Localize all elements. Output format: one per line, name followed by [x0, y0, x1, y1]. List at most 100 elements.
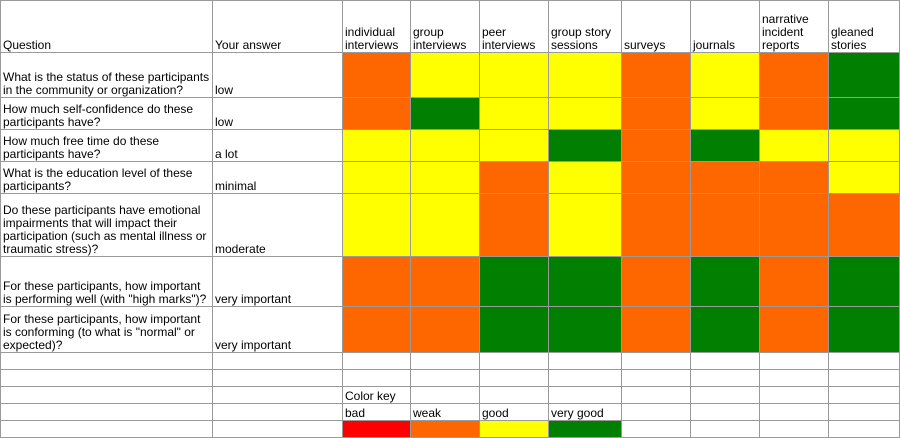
rating-cell[interactable]	[759, 161, 829, 194]
empty-cell[interactable]	[0, 352, 213, 370]
empty-cell[interactable]	[759, 386, 829, 404]
legend-label[interactable]: good	[479, 403, 549, 421]
rating-cell[interactable]	[410, 129, 480, 162]
rating-cell[interactable]	[479, 52, 549, 98]
rating-cell[interactable]	[621, 97, 691, 130]
rating-cell[interactable]	[479, 97, 549, 130]
empty-cell[interactable]	[0, 403, 213, 421]
header-method[interactable]: gleaned stories	[828, 0, 900, 53]
empty-cell[interactable]	[212, 352, 343, 370]
empty-cell[interactable]	[759, 369, 829, 387]
rating-cell[interactable]	[410, 306, 480, 353]
rating-cell[interactable]	[828, 97, 900, 130]
header-method[interactable]: group interviews	[410, 0, 480, 53]
rating-cell[interactable]	[828, 129, 900, 162]
empty-cell[interactable]	[479, 369, 549, 387]
legend-swatch[interactable]	[479, 420, 549, 438]
empty-cell[interactable]	[621, 420, 691, 438]
rating-cell[interactable]	[548, 52, 622, 98]
rating-cell[interactable]	[548, 256, 622, 307]
empty-cell[interactable]	[690, 420, 760, 438]
rating-cell[interactable]	[548, 306, 622, 353]
rating-cell[interactable]	[759, 193, 829, 257]
header-question[interactable]: Question	[0, 0, 213, 53]
empty-cell[interactable]	[0, 420, 213, 438]
rating-cell[interactable]	[621, 52, 691, 98]
rating-cell[interactable]	[479, 306, 549, 353]
rating-cell[interactable]	[690, 193, 760, 257]
rating-cell[interactable]	[410, 97, 480, 130]
rating-cell[interactable]	[479, 256, 549, 307]
empty-cell[interactable]	[212, 420, 343, 438]
empty-cell[interactable]	[548, 352, 622, 370]
answer-cell[interactable]: moderate	[212, 193, 343, 257]
empty-cell[interactable]	[759, 403, 829, 421]
empty-cell[interactable]	[479, 386, 549, 404]
answer-cell[interactable]: low	[212, 52, 343, 98]
rating-cell[interactable]	[690, 129, 760, 162]
empty-cell[interactable]	[828, 386, 900, 404]
rating-cell[interactable]	[342, 256, 411, 307]
rating-cell[interactable]	[548, 129, 622, 162]
empty-cell[interactable]	[621, 403, 691, 421]
rating-cell[interactable]	[342, 129, 411, 162]
header-method[interactable]: peer interviews	[479, 0, 549, 53]
rating-cell[interactable]	[759, 129, 829, 162]
header-method[interactable]: individual interviews	[342, 0, 411, 53]
rating-cell[interactable]	[548, 97, 622, 130]
question-cell[interactable]: How much free time do these participants…	[0, 129, 213, 162]
empty-cell[interactable]	[212, 386, 343, 404]
empty-cell[interactable]	[342, 352, 411, 370]
rating-cell[interactable]	[479, 193, 549, 257]
legend-label[interactable]: very good	[548, 403, 622, 421]
question-cell[interactable]: For these participants, how important is…	[0, 256, 213, 307]
header-method[interactable]: group story sessions	[548, 0, 622, 53]
rating-cell[interactable]	[690, 161, 760, 194]
legend-swatch[interactable]	[548, 420, 622, 438]
answer-cell[interactable]: very important	[212, 306, 343, 353]
legend-title[interactable]: Color key	[342, 386, 411, 404]
rating-cell[interactable]	[621, 256, 691, 307]
rating-cell[interactable]	[759, 306, 829, 353]
rating-cell[interactable]	[759, 256, 829, 307]
empty-cell[interactable]	[621, 352, 691, 370]
rating-cell[interactable]	[479, 161, 549, 194]
empty-cell[interactable]	[828, 369, 900, 387]
answer-cell[interactable]: minimal	[212, 161, 343, 194]
legend-swatch[interactable]	[410, 420, 480, 438]
rating-cell[interactable]	[828, 306, 900, 353]
empty-cell[interactable]	[212, 369, 343, 387]
rating-cell[interactable]	[410, 52, 480, 98]
empty-cell[interactable]	[0, 369, 213, 387]
empty-cell[interactable]	[828, 420, 900, 438]
header-answer[interactable]: Your answer	[212, 0, 343, 53]
empty-cell[interactable]	[828, 352, 900, 370]
legend-label[interactable]: weak	[410, 403, 480, 421]
empty-cell[interactable]	[690, 352, 760, 370]
empty-cell[interactable]	[759, 352, 829, 370]
rating-cell[interactable]	[621, 193, 691, 257]
rating-cell[interactable]	[690, 256, 760, 307]
rating-cell[interactable]	[690, 306, 760, 353]
rating-cell[interactable]	[621, 306, 691, 353]
empty-cell[interactable]	[621, 369, 691, 387]
rating-cell[interactable]	[828, 161, 900, 194]
rating-cell[interactable]	[690, 52, 760, 98]
question-cell[interactable]: What is the education level of these par…	[0, 161, 213, 194]
question-cell[interactable]: For these participants, how important is…	[0, 306, 213, 353]
rating-cell[interactable]	[759, 52, 829, 98]
rating-cell[interactable]	[342, 52, 411, 98]
empty-cell[interactable]	[621, 386, 691, 404]
rating-cell[interactable]	[548, 193, 622, 257]
empty-cell[interactable]	[410, 352, 480, 370]
rating-cell[interactable]	[410, 161, 480, 194]
rating-cell[interactable]	[759, 97, 829, 130]
empty-cell[interactable]	[342, 369, 411, 387]
empty-cell[interactable]	[212, 403, 343, 421]
rating-cell[interactable]	[621, 129, 691, 162]
rating-cell[interactable]	[690, 97, 760, 130]
empty-cell[interactable]	[479, 352, 549, 370]
rating-cell[interactable]	[828, 52, 900, 98]
answer-cell[interactable]: a lot	[212, 129, 343, 162]
empty-cell[interactable]	[548, 386, 622, 404]
